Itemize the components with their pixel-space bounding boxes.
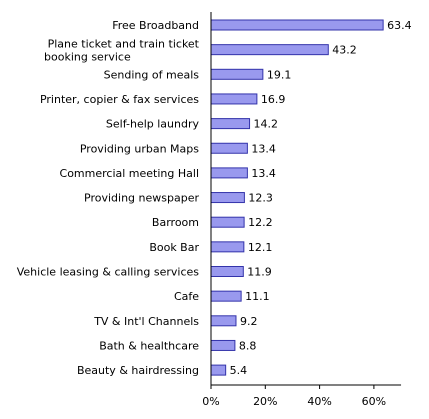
category-labels-group: Free Broadband Plane ticket and train tic… — [17, 19, 200, 377]
category-label-11: Cafe — [174, 290, 199, 303]
category-label-6: Commercial meeting Hall — [60, 167, 199, 180]
category-label-8: Barroom — [152, 216, 199, 229]
value-label-12: 9.2 — [240, 315, 258, 328]
category-label-14: Beauty & hairdressing — [77, 364, 199, 377]
value-label-6: 13.4 — [251, 167, 275, 180]
value-label-14: 5.4 — [230, 364, 248, 377]
category-label-1: Plane ticket and train ticket booking ser… — [44, 38, 200, 64]
bars-group — [210, 19, 384, 376]
x-ticks-group: 0% 20% 40% 60% — [202, 385, 386, 408]
bar-3 — [210, 93, 258, 105]
value-label-10: 11.9 — [247, 266, 272, 279]
category-label-4: Self-help laundry — [106, 118, 200, 131]
value-labels-group: 63.4 43.2 19.1 16.9 14.2 13.4 13.4 12.3 12.2 12.1… — [230, 19, 412, 377]
value-label-11: 11.1 — [245, 290, 270, 303]
bar-7 — [210, 192, 245, 204]
x-tick-label-0: 0% — [202, 395, 219, 408]
value-label-1: 43.2 — [332, 44, 357, 57]
value-label-8: 12.2 — [248, 216, 272, 229]
bar-11 — [210, 290, 242, 302]
bar-4 — [210, 118, 251, 130]
x-tick-label-3: 60% — [362, 395, 386, 408]
bar-13 — [210, 339, 236, 351]
value-label-2: 19.1 — [267, 68, 292, 81]
category-label-9: Book Bar — [149, 241, 199, 254]
axes-group — [210, 12, 402, 386]
category-label-0: Free Broadband — [112, 19, 199, 32]
value-label-7: 12.3 — [248, 192, 273, 205]
bar-0 — [210, 19, 384, 31]
category-label-7: Providing newspaper — [84, 192, 199, 205]
category-label-10: Vehicle leasing & calling services — [17, 266, 200, 279]
value-label-4: 14.2 — [254, 118, 278, 131]
bar-14 — [210, 364, 227, 376]
bar-6 — [210, 167, 248, 179]
category-label-2: Sending of meals — [104, 68, 200, 81]
value-label-3: 16.9 — [261, 93, 286, 106]
category-label-13: Bath & healthcare — [99, 339, 199, 352]
bar-10 — [210, 266, 244, 277]
category-label-3: Printer, copier & fax services — [40, 93, 199, 106]
bar-2 — [210, 68, 264, 80]
x-tick-label-1: 20% — [253, 395, 277, 408]
bar-1 — [210, 44, 329, 56]
category-label-5: Providing urban Maps — [80, 142, 199, 155]
value-label-9: 12.1 — [248, 241, 273, 254]
bar-5 — [210, 142, 248, 154]
value-label-5: 13.4 — [251, 142, 275, 155]
bar-12 — [210, 315, 237, 327]
x-tick-label-2: 40% — [307, 395, 331, 408]
bar-8 — [210, 216, 245, 228]
value-label-0: 63.4 — [387, 19, 412, 32]
value-label-13: 8.8 — [239, 339, 257, 352]
bar-9 — [210, 241, 245, 253]
category-label-12: TV & Int'l Channels — [93, 315, 199, 328]
